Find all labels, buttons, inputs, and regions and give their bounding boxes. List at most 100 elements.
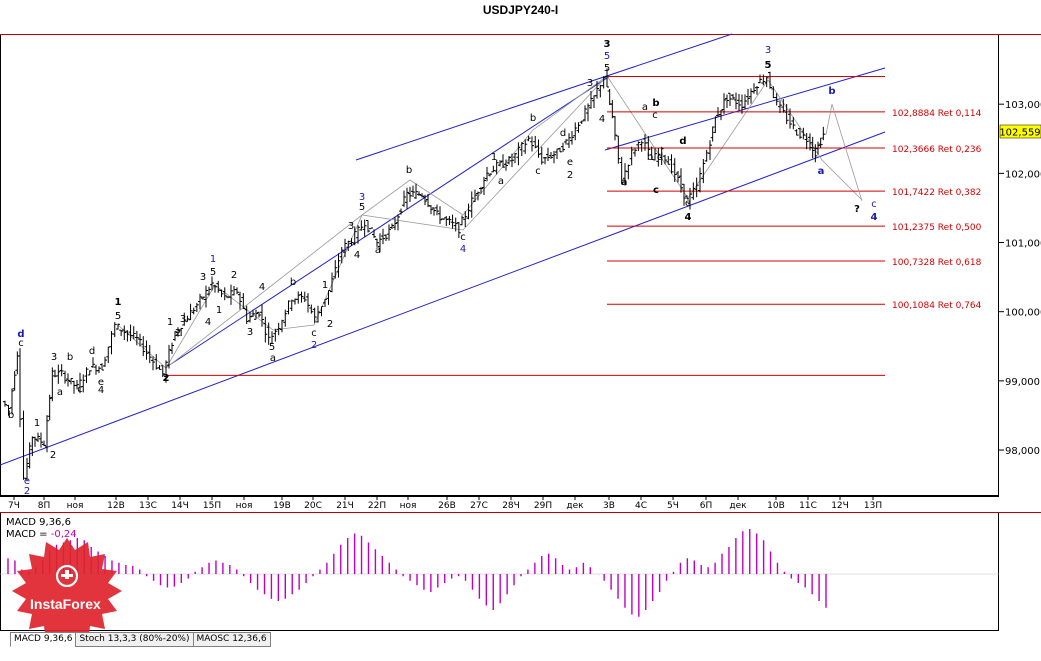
x-tick-label: ноя bbox=[400, 501, 417, 511]
wave-label: ? bbox=[854, 204, 860, 215]
wave-label: 2 bbox=[311, 340, 317, 351]
wave-label: d bbox=[679, 136, 686, 147]
wave-label: 5 bbox=[604, 51, 610, 62]
wave-label: b bbox=[290, 277, 296, 288]
tab-stoch[interactable]: Stoch 13,3,3 (80%-20%) bbox=[75, 632, 194, 647]
wave-label: c bbox=[18, 338, 24, 349]
wave-label: a bbox=[642, 102, 648, 113]
fib-level-label: 101,7422 Ret 0,382 bbox=[892, 188, 981, 198]
channel-lower-left bbox=[0, 131, 886, 466]
macd-value-line: MACD = -0,24 bbox=[6, 529, 77, 541]
wave-label: 1 bbox=[115, 297, 122, 308]
wave-label: d bbox=[17, 329, 24, 340]
fib-level-label: 100,7328 Ret 0,618 bbox=[892, 258, 982, 268]
macd-legend: MACD 9,36,6 MACD = -0,24 bbox=[6, 517, 77, 541]
macd-title: MACD 9,36,6 bbox=[6, 517, 71, 528]
wave-label: c bbox=[653, 185, 659, 196]
wave-label: b bbox=[828, 86, 835, 97]
wave-label: 4 bbox=[685, 212, 692, 223]
wave-label: 3 bbox=[180, 314, 186, 325]
wave-label: 1 bbox=[322, 280, 328, 291]
x-tick-label: дек bbox=[729, 501, 747, 511]
fib-level-label: 102,3666 Ret 0,236 bbox=[892, 145, 982, 155]
wave-label: d bbox=[89, 346, 95, 357]
main-chart-frame bbox=[0, 34, 999, 496]
x-tick-label: 15П bbox=[203, 501, 221, 511]
wave-label: 4 bbox=[460, 244, 466, 255]
wave-label: a bbox=[375, 245, 381, 256]
x-tick-label: 14Ч bbox=[171, 501, 189, 511]
wave-label: 3 bbox=[247, 327, 253, 338]
x-tick-label: 11С bbox=[799, 501, 817, 511]
y-tick-label: 103,000 bbox=[1005, 100, 1041, 111]
wave-label: 2 bbox=[50, 450, 56, 461]
wave-label: 1 bbox=[34, 418, 40, 429]
x-tick-label: 28Ч bbox=[502, 501, 520, 511]
wave-label: b bbox=[67, 352, 73, 363]
wave-label: 1 bbox=[167, 317, 173, 328]
x-tick-label: ноя bbox=[67, 501, 84, 511]
tab-maosc[interactable]: MAOSC 12,36,6 bbox=[192, 632, 271, 647]
x-tick-label: 26В bbox=[438, 501, 456, 511]
y-tick-label: 102,000 bbox=[1005, 169, 1041, 180]
x-tick-label: 19В bbox=[273, 501, 291, 511]
wave-label: c bbox=[535, 166, 541, 177]
wave-label: 1 bbox=[216, 305, 222, 316]
instaforex-logo bbox=[12, 538, 122, 646]
x-tick-label: 20С bbox=[304, 501, 322, 511]
wave-label: 1 bbox=[210, 254, 216, 265]
x-tick-label: 27С bbox=[470, 501, 488, 511]
wave-label: e bbox=[567, 157, 573, 168]
wave-label: a bbox=[270, 353, 276, 364]
wave-label: 1 bbox=[491, 152, 497, 163]
wave-label: c bbox=[652, 110, 658, 121]
x-tick-label: 6П bbox=[700, 501, 713, 511]
y-tick-label: 100,000 bbox=[1005, 308, 1041, 319]
wave-label: 3 bbox=[604, 39, 611, 50]
wave-label: 2 bbox=[24, 486, 30, 497]
wave-label: 5 bbox=[765, 60, 772, 71]
wave-label: b bbox=[530, 113, 536, 124]
x-tick-label: 21Ч bbox=[336, 501, 354, 511]
tab-macd[interactable]: MACD 9,36,6 bbox=[10, 632, 77, 647]
x-tick-label: 13П bbox=[864, 501, 882, 511]
wave-label: b bbox=[647, 152, 653, 163]
brand-name: InstaForex bbox=[30, 596, 101, 612]
wave-label: b bbox=[652, 98, 659, 109]
wave-label: 5 bbox=[604, 63, 610, 74]
wave-label: e bbox=[685, 198, 691, 209]
wave-label: c bbox=[460, 232, 466, 243]
wave-label: d bbox=[657, 152, 663, 163]
y-tick-label: 101,000 bbox=[1005, 239, 1041, 250]
wave-helper-lines-2 bbox=[165, 75, 608, 369]
wave-label: c bbox=[311, 328, 317, 339]
wave-helper-lines bbox=[117, 75, 863, 369]
x-tick-label: 7Ч bbox=[8, 501, 20, 511]
macd-value-label: MACD = bbox=[6, 529, 51, 540]
wave-label: 3 bbox=[765, 45, 771, 56]
wave-label: 5 bbox=[115, 311, 121, 322]
wave-label: 2 bbox=[567, 170, 573, 181]
x-tick-label: 12Ч bbox=[831, 501, 849, 511]
x-tick-label: 13С bbox=[139, 501, 157, 511]
fib-level-label: 100,1084 Ret 0,764 bbox=[892, 301, 982, 311]
wave-label: 4 bbox=[871, 212, 878, 223]
wave-label: a bbox=[57, 387, 63, 398]
wave-label: 2 bbox=[327, 319, 333, 330]
wave-label: 5 bbox=[210, 267, 216, 278]
projection-line bbox=[825, 104, 863, 202]
fib-level-label: 102,8884 Ret 0,114 bbox=[892, 109, 982, 119]
wave-label: b bbox=[406, 165, 412, 176]
wave-label: 2 bbox=[175, 328, 181, 339]
wave-label: 2 bbox=[231, 270, 237, 281]
wave-label: 2 bbox=[163, 373, 170, 384]
wave-label: 4 bbox=[354, 250, 360, 261]
instaforex-emblem-icon bbox=[55, 564, 79, 588]
wave-label: 4 bbox=[599, 114, 605, 125]
wave-label: 3 bbox=[348, 221, 354, 232]
indicator-tabs: MACD 9,36,6 Stoch 13,3,3 (80%-20%) MAOSC… bbox=[10, 632, 271, 647]
wave-label: b bbox=[8, 410, 14, 421]
x-tick-label: 3В bbox=[603, 501, 615, 511]
